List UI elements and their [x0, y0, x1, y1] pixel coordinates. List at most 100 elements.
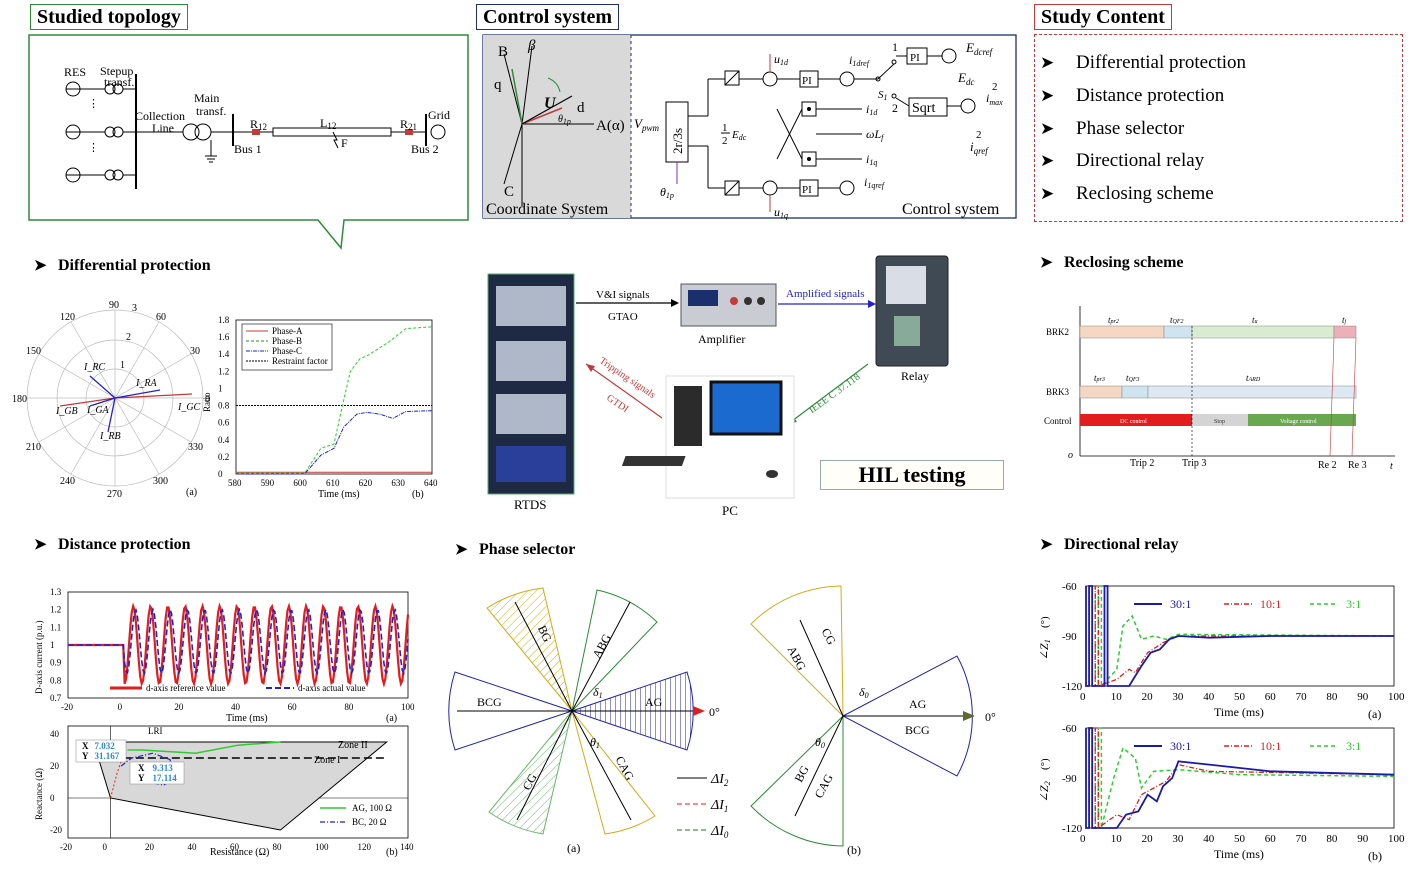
svg-text:3: 3 [132, 303, 137, 314]
svg-text:1: 1 [722, 122, 728, 134]
svg-text:1: 1 [892, 40, 898, 54]
study-item-2: ➤ Distance protection [1040, 85, 1225, 106]
topology-diagram: ⋮ ⋮ RES Stepup transf. Main transf. Colle… [28, 34, 469, 250]
bus1-label: Bus 1 [234, 142, 262, 156]
fault-label: F [341, 136, 348, 150]
ratio-xtick: 580 [228, 478, 242, 488]
svg-text:Reactance (Ω): Reactance (Ω) [34, 768, 44, 820]
svg-text:∠Z2: ∠Z2 [1037, 781, 1052, 802]
ratio-ytick: 1.2 [218, 366, 229, 376]
svg-text:GTDI: GTDI [604, 393, 630, 415]
main-transf-label: Main [194, 91, 219, 105]
svg-text:Y17.114: Y 17.114 [138, 773, 177, 783]
svg-text:60: 60 [156, 312, 166, 323]
svg-text:Edc: Edc [731, 129, 747, 142]
svg-text:q: q [494, 77, 502, 93]
ratio-xtick: 600 [293, 478, 307, 488]
svg-text:θ1p: θ1p [660, 185, 674, 200]
svg-text:Re 3: Re 3 [1348, 460, 1367, 471]
svg-text:Time (ms): Time (ms) [318, 489, 360, 500]
dir-ytick: -120 [1062, 681, 1083, 693]
dist-xtick: 80 [344, 702, 354, 712]
rx-xtick: 120 [358, 842, 372, 852]
ratio-xtick: 590 [261, 478, 275, 488]
study-content-title: Study Content [1034, 4, 1172, 30]
dir-xtick: 0 [1080, 833, 1086, 845]
svg-text:Resistance (Ω): Resistance (Ω) [210, 847, 269, 858]
svg-text:BRK3: BRK3 [1046, 387, 1070, 397]
svg-text:A(α): A(α) [596, 118, 625, 134]
svg-text:AG: AG [909, 697, 927, 711]
svg-text:⋮: ⋮ [88, 98, 99, 110]
rx-impedance-chart: -20 0 20 40 -20 0 20 40 60 80 100 120 140 Zone II Zo… [34, 725, 414, 858]
dir-ytick: -60 [1062, 581, 1077, 593]
pc-label: PC [722, 503, 738, 518]
dir-ytick: -90 [1062, 631, 1077, 643]
svg-text:tpr3: tpr3 [1094, 373, 1105, 383]
rtds-label: RTDS [514, 497, 546, 512]
dist-xtick: 40 [231, 702, 241, 712]
svg-text:u1q: u1q [774, 205, 788, 220]
svg-text:0°: 0° [985, 710, 996, 724]
ratio-ytick: 1 [218, 383, 223, 393]
svg-text:Restraint factor: Restraint factor [272, 356, 328, 366]
dir-xtick: 40 [1203, 833, 1215, 845]
svg-text:2: 2 [126, 332, 131, 343]
ratio-ytick: 1.8 [218, 315, 230, 325]
ratio-ytick: 0.6 [218, 418, 230, 428]
control-system-title: Control system [476, 4, 620, 30]
res-turbine-2 [65, 124, 136, 140]
study-item-1: ➤ Differential protection [1040, 52, 1247, 73]
svg-text:Control: Control [1044, 416, 1072, 426]
svg-text:300: 300 [153, 476, 168, 487]
svg-text:2: 2 [976, 129, 982, 141]
svg-text:PI: PI [910, 52, 920, 64]
svg-text:S1: S1 [878, 89, 888, 102]
svg-text:GTAO: GTAO [608, 311, 638, 323]
svg-text:tQF2: tQF2 [1170, 315, 1184, 325]
grid-label: Grid [428, 108, 450, 122]
svg-text:tj: tj [1342, 315, 1347, 325]
svg-text:10:1: 10:1 [1260, 597, 1281, 611]
svg-text:i1dref: i1dref [849, 53, 871, 68]
main-transf-label-2: transf. [196, 104, 226, 118]
dir-xtick: 70 [1296, 833, 1308, 845]
svg-text:150: 150 [26, 346, 41, 357]
svg-text:Re 2: Re 2 [1318, 460, 1337, 471]
svg-text:ABG: ABG [785, 644, 809, 673]
svg-text:R21: R21 [400, 117, 417, 132]
res-turbine-3 [65, 167, 136, 183]
svg-text:270: 270 [107, 489, 122, 500]
dir-xtick: 20 [1142, 691, 1154, 703]
svg-text:Time (ms): Time (ms) [1214, 705, 1264, 719]
control-system-diagram: B β q U d θ1p A(α) C Coordinate System V… [482, 34, 1017, 220]
dir-xtick: 60 [1265, 691, 1277, 703]
svg-text:tARD: tARD [1246, 373, 1261, 383]
dist-ytick: 0.8 [50, 675, 62, 685]
svg-text:(a): (a) [567, 841, 580, 855]
ratio-ytick: 0.8 [218, 401, 230, 411]
svg-text:BCG: BCG [905, 723, 930, 737]
phase-diagram-a: BG ABG BCG AG CG CAG 0° δ1 θ1 (a) [448, 587, 720, 855]
svg-text:C: C [504, 184, 514, 200]
svg-text:tQF3: tQF3 [1126, 373, 1140, 383]
svg-text:t: t [1390, 461, 1393, 472]
svg-text:B: B [498, 44, 508, 60]
control-system-caption: Control system [902, 201, 1000, 218]
amplifier-label: Amplifier [698, 332, 745, 346]
ratio-ytick: 1.4 [218, 349, 230, 359]
phase-selector-diagram: BG ABG BCG AG CG CAG 0° δ1 θ1 (a) CG ABG… [448, 585, 996, 857]
dir-xtick: 90 [1357, 833, 1369, 845]
study-item-3: ➤ Phase selector [1040, 118, 1185, 139]
svg-text:R12: R12 [250, 117, 267, 132]
rx-ytick: 0 [50, 793, 55, 803]
coordinate-system-caption: Coordinate System [486, 201, 609, 218]
dir-xtick: 40 [1203, 691, 1215, 703]
dir-xtick: 10 [1111, 691, 1123, 703]
svg-text:Zone I: Zone I [314, 755, 340, 766]
differential-heading: ➤ Differential protection [34, 257, 211, 274]
svg-text:iqref: iqref [970, 139, 989, 156]
dist-xtick: 100 [401, 702, 415, 712]
svg-text:2: 2 [892, 101, 898, 115]
